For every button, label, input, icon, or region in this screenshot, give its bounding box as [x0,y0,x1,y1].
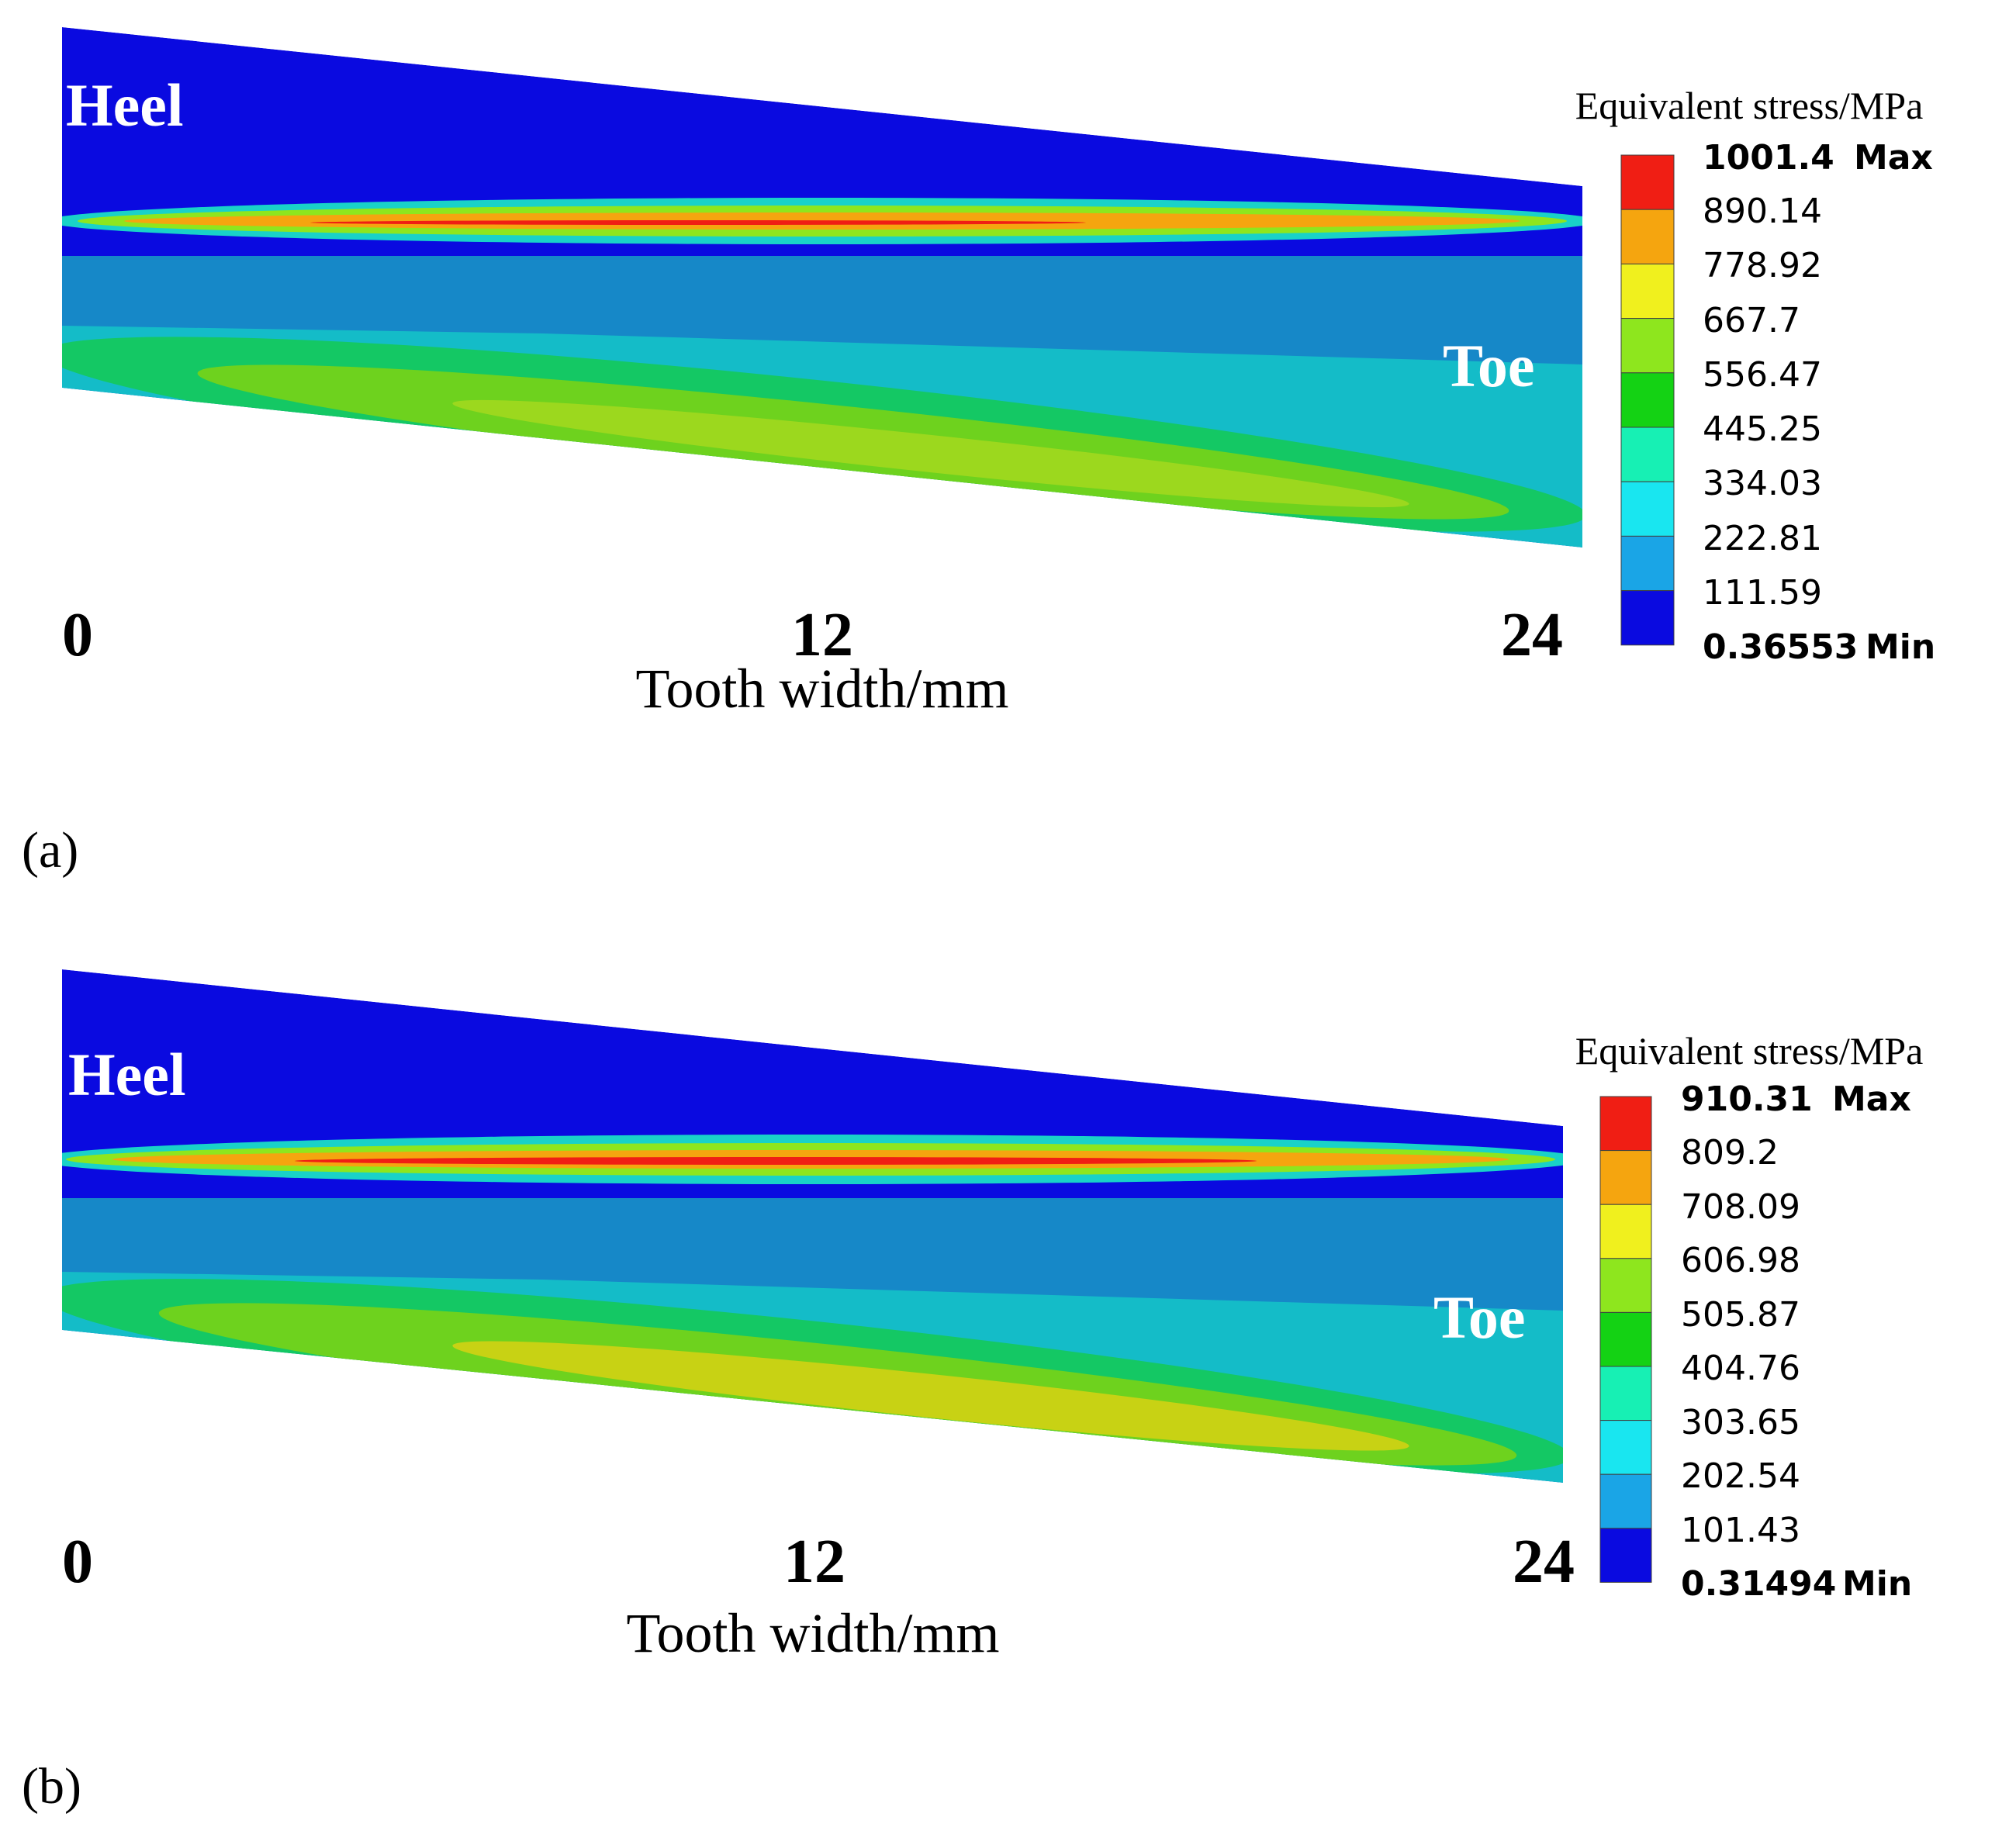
heel-label-b: Heel [68,1041,186,1108]
stress-contour-a [62,27,1582,547]
x-tick-a-12: 12 [791,601,853,669]
legend-min-tag-a: Min [1866,627,1935,667]
x-tick-b-0: 0 [62,1528,93,1596]
x-tick-a-0: 0 [62,601,93,669]
legend-swatch-b-5 [1599,1311,1652,1367]
x-axis-title-b: Tooth width/mm [627,1602,1000,1664]
legend-swatch-a-1 [1620,154,1675,210]
legend-value-a-1: 890.14 [1703,192,1822,231]
legend-swatch-a-5 [1620,372,1675,428]
legend-swatch-a-9 [1620,590,1675,646]
legend-max-tag-a: Max [1854,138,1933,178]
legend-max-value-a: 1001.4 [1703,138,1834,178]
panel-label-a: (a) [22,822,78,879]
legend-value-a-2: 778.92 [1703,246,1822,285]
contact-band-red-a [310,220,1086,225]
legend-swatch-b-1 [1599,1096,1652,1152]
legend-swatches-a [1620,154,1675,646]
contour-yellow-core-b [452,1341,1409,1451]
panel-a: Heel Toe 0 12 24 Tooth width/mm Equivale… [22,27,1935,879]
legend-value-b-7: 202.54 [1681,1456,1800,1496]
legend-value-b-4: 505.87 [1681,1295,1800,1335]
legend-value-a-5: 445.25 [1703,409,1822,449]
legend-swatch-b-8 [1599,1473,1652,1529]
legend-swatch-a-8 [1620,535,1675,592]
heel-label-a: Heel [66,71,184,139]
legend-swatch-b-6 [1599,1366,1652,1421]
legend-swatch-a-2 [1620,209,1675,264]
x-tick-b-24: 24 [1513,1528,1575,1596]
legend-value-b-6: 303.65 [1681,1403,1800,1442]
panel-b: Heel Toe 0 12 24 Tooth width/mm Equivale… [22,969,1923,1815]
legend-value-a-6: 334.03 [1703,464,1822,503]
legend-title-a: Equivalent stress/MPa [1575,84,1924,127]
legend-swatches-b [1599,1096,1652,1583]
legend-value-b-3: 606.98 [1681,1241,1800,1280]
toe-label-a: Toe [1443,332,1535,399]
legend-min-tag-b: Min [1842,1564,1912,1604]
legend-min-value-b: 0.31494 [1681,1564,1836,1604]
legend-swatch-a-7 [1620,481,1675,537]
legend-swatch-b-7 [1599,1420,1652,1475]
legend-value-a-7: 222.81 [1703,519,1822,558]
legend-swatch-b-4 [1599,1258,1652,1313]
legend-swatch-a-3 [1620,263,1675,320]
toe-label-b: Toe [1433,1283,1526,1351]
x-tick-a-24: 24 [1501,601,1563,669]
legend-value-a-3: 667.7 [1703,301,1800,340]
legend-value-a-4: 556.47 [1703,355,1822,395]
legend-swatch-a-4 [1620,318,1675,374]
contact-band-red-b [295,1157,1257,1165]
x-axis-title-a: Tooth width/mm [636,658,1009,720]
legend-max-value-b: 910.31 [1681,1079,1813,1119]
legend-title-b: Equivalent stress/MPa [1575,1029,1924,1073]
legend-swatch-a-6 [1620,427,1675,482]
legend-value-b-1: 809.2 [1681,1133,1779,1173]
stress-contour-b [62,969,1563,1483]
legend-value-b-5: 404.76 [1681,1349,1800,1388]
legend-min-value-a: 0.36553 [1703,627,1858,667]
legend-max-tag-b: Max [1832,1079,1911,1119]
legend-value-a-8: 111.59 [1703,573,1822,613]
legend-value-b-8: 101.43 [1681,1511,1800,1550]
panel-label-b: (b) [22,1758,81,1815]
legend-swatch-b-9 [1599,1528,1652,1583]
legend-swatch-b-3 [1599,1204,1652,1259]
legend-swatch-b-2 [1599,1150,1652,1205]
legend-value-b-2: 708.09 [1681,1187,1800,1227]
contour-yellowgreen-core-a [452,399,1409,508]
x-tick-b-12: 12 [783,1528,845,1596]
